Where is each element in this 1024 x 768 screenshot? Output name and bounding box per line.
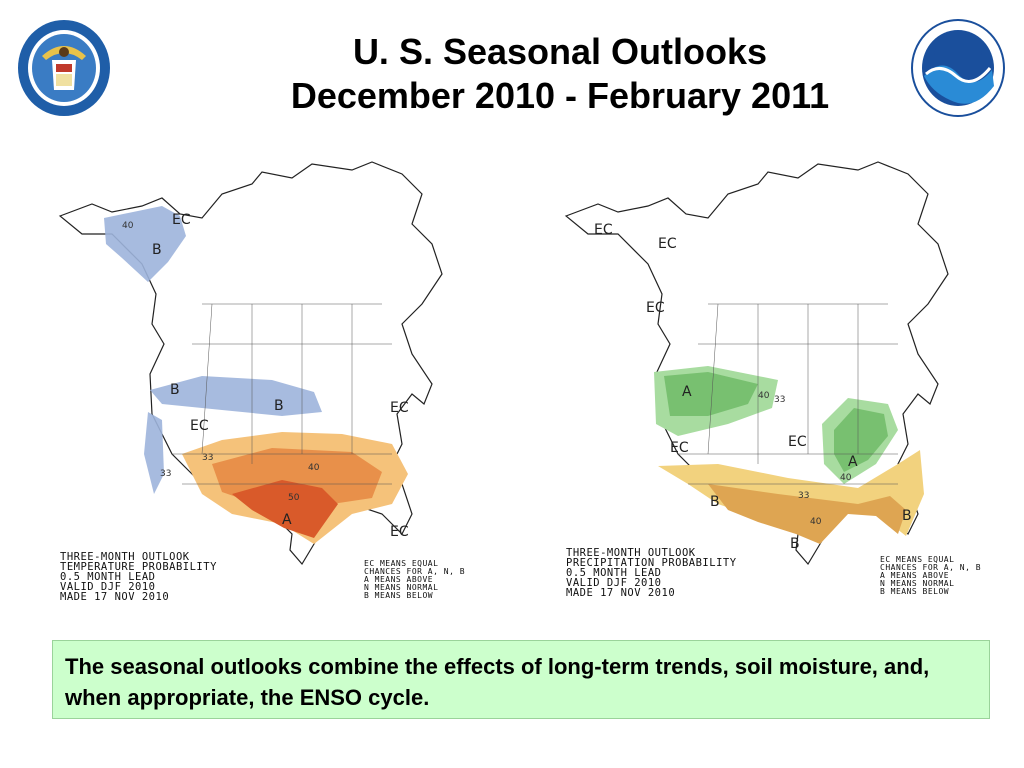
legend-line-1: EC MEANS EQUAL bbox=[880, 555, 954, 564]
label-below-florida: B bbox=[902, 508, 912, 524]
precip-above-40-northwest bbox=[664, 372, 758, 416]
contour-label-33-north: 33 bbox=[774, 395, 785, 405]
label-above-south: A bbox=[282, 512, 292, 528]
label-ec-5: EC bbox=[788, 434, 807, 450]
label-ec-1: EC bbox=[594, 222, 613, 238]
contour-label-40-south: 40 bbox=[308, 463, 320, 473]
contour-label-40-south: 40 bbox=[810, 517, 822, 527]
label-ec-3: EC bbox=[646, 300, 665, 316]
label-below-north: B bbox=[274, 398, 284, 414]
precipitation-outlook-map: A A B B B EC EC EC EC EC 40 40 33 33 40 … bbox=[558, 154, 1024, 612]
precipitation-caption: THREE-MONTH OUTLOOK PRECIPITATION PROBAB… bbox=[566, 547, 737, 599]
contour-label-33-west: 33 bbox=[202, 453, 213, 463]
legend-line-3: A MEANS ABOVE bbox=[880, 571, 949, 580]
west-below-sliver bbox=[144, 412, 164, 494]
contour-label-50: 50 bbox=[288, 493, 300, 503]
title-line-1: U. S. Seasonal Outlooks bbox=[352, 31, 768, 72]
legend-line-5: B MEANS BELOW bbox=[364, 591, 433, 600]
label-ec-1: EC bbox=[172, 212, 191, 228]
legend-line-4: N MEANS NORMAL bbox=[364, 583, 438, 592]
label-below-gulf: B bbox=[790, 536, 800, 552]
label-ec-3: EC bbox=[390, 400, 409, 416]
caption-line-5: MADE 17 NOV 2010 bbox=[60, 591, 169, 603]
temperature-caption: THREE-MONTH OUTLOOK TEMPERATURE PROBABIL… bbox=[60, 551, 217, 603]
label-below-west: B bbox=[170, 382, 180, 398]
north-below-band bbox=[150, 376, 322, 416]
caption-line-4: VALID DJF 2010 bbox=[566, 577, 662, 589]
label-above-northwest: A bbox=[682, 384, 692, 400]
caption-line-2: PRECIPITATION PROBABILITY bbox=[566, 557, 737, 569]
department-of-commerce-seal-icon bbox=[16, 16, 112, 120]
contour-label-33-south: 33 bbox=[798, 491, 809, 501]
legend-line-3: A MEANS ABOVE bbox=[364, 575, 433, 584]
legend-line-2: CHANCES FOR A, N, B bbox=[880, 563, 981, 572]
legend-line-5: B MEANS BELOW bbox=[880, 587, 949, 596]
label-above-ohio: A bbox=[848, 454, 858, 470]
title-line-2: December 2010 - February 2011 bbox=[290, 75, 830, 116]
caption-line-1: THREE-MONTH OUTLOOK bbox=[566, 547, 696, 559]
caption-line-2: TEMPERATURE PROBABILITY bbox=[60, 561, 217, 573]
caption-line-3: 0.5 MONTH LEAD bbox=[566, 567, 662, 579]
contour-label-40-northwest: 40 bbox=[758, 391, 770, 401]
label-ec-4: EC bbox=[390, 524, 409, 540]
alaska-below-region bbox=[104, 206, 186, 282]
outlook-note: The seasonal outlooks combine the effect… bbox=[52, 640, 990, 719]
slide-title: U. S. Seasonal Outlooks December 2010 - … bbox=[180, 30, 940, 118]
label-ec-4: EC bbox=[670, 440, 689, 456]
caption-line-1: THREE-MONTH OUTLOOK bbox=[60, 551, 190, 563]
precip-above-40-ohio bbox=[834, 408, 888, 472]
temperature-outlook-map: B B B A EC EC EC EC 40 40 33 33 50 THREE… bbox=[52, 154, 522, 612]
label-below-southwest: B bbox=[710, 494, 720, 510]
contour-label-40-ohio: 40 bbox=[840, 473, 852, 483]
above-50-region bbox=[232, 480, 338, 538]
caption-line-4: VALID DJF 2010 bbox=[60, 581, 156, 593]
contour-label-40-alaska: 40 bbox=[122, 221, 134, 231]
contour-label-33-coast: 33 bbox=[160, 469, 171, 479]
legend-line-4: N MEANS NORMAL bbox=[880, 579, 954, 588]
legend-line-1: EC MEANS EQUAL bbox=[364, 559, 438, 568]
caption-line-5: MADE 17 NOV 2010 bbox=[566, 587, 675, 599]
legend-line-2: CHANCES FOR A, N, B bbox=[364, 567, 465, 576]
caption-line-3: 0.5 MONTH LEAD bbox=[60, 571, 156, 583]
noaa-logo-icon bbox=[910, 16, 1006, 120]
precip-below-40-south bbox=[708, 484, 906, 544]
temperature-legend: EC MEANS EQUAL CHANCES FOR A, N, B A MEA… bbox=[364, 559, 465, 600]
label-below-alaska: B bbox=[152, 242, 162, 258]
precipitation-legend: EC MEANS EQUAL CHANCES FOR A, N, B A MEA… bbox=[880, 555, 981, 596]
label-ec-2: EC bbox=[190, 418, 209, 434]
label-ec-2: EC bbox=[658, 236, 677, 252]
